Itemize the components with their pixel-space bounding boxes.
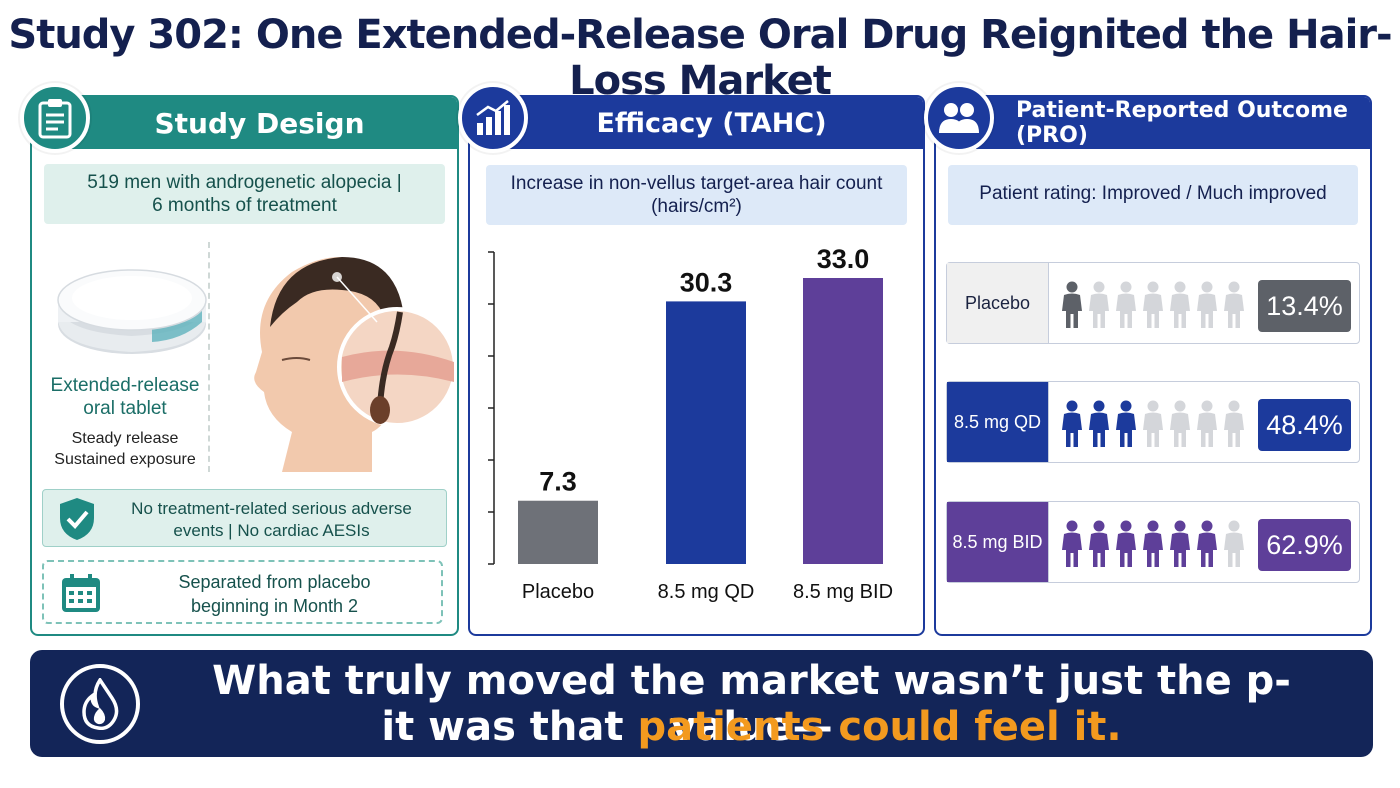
pro-percentage: 13.4% [1258, 280, 1351, 332]
pro-panel: Patient-Reported Outcome (PRO) Patient r… [924, 83, 1372, 636]
tablet-label-line2: oral tablet [83, 398, 167, 419]
efficacy-heading: Efficacy (TAHC) [500, 97, 923, 149]
efficacy-subtitle-line1: Increase in non-vellus target-area hair … [510, 173, 883, 194]
clipboard-icon [20, 83, 90, 153]
person-icon [1170, 400, 1190, 447]
study-design-panel: Study Design 519 men with androgenetic a… [20, 83, 459, 636]
person-icon [1116, 281, 1136, 328]
bar-value-label: 7.3 [539, 467, 577, 497]
divider [208, 242, 210, 472]
bar-2 [803, 278, 883, 564]
efficacy-bar-chart: 7.3 Placebo 30.3 8.5 mg QD 33.0 8.5 mg BID [488, 244, 893, 603]
safety-line1: No treatment-related serious adverse [131, 499, 412, 518]
person-icon [1116, 520, 1136, 567]
efficacy-subtitle-line2: (hairs/cm²) [651, 196, 742, 217]
efficacy-subtitle: Increase in non-vellus target-area hair … [486, 165, 907, 225]
population-box: 519 men with androgenetic alopecia | 6 m… [44, 164, 445, 224]
pictogram [1061, 281, 1245, 329]
person-icon [1116, 400, 1136, 447]
person-icon [1143, 400, 1163, 447]
conclusion-banner: What truly moved the market wasn’t just … [30, 650, 1373, 757]
separation-line1: Separated from placebo [178, 572, 371, 592]
banner-highlight: patients could feel it [637, 704, 1107, 750]
person-icon [1143, 281, 1163, 328]
people-icon [924, 83, 994, 153]
bar-value-label: 30.3 [680, 267, 733, 297]
pro-subtitle: Patient rating: Improved / Much improved [948, 165, 1358, 225]
banner-line2: it was that patients could feel it. [160, 704, 1343, 750]
calendar-icon [62, 574, 100, 612]
bar-1 [666, 301, 746, 564]
population-line1: 519 men with androgenetic alopecia | [87, 172, 402, 193]
person-icon [1224, 400, 1244, 447]
efficacy-panel: Efficacy (TAHC) Increase in non-vellus t… [458, 83, 925, 636]
banner-line2-prefix: it was that [381, 704, 638, 750]
pro-row: 8.5 mg BID 62.9% [946, 501, 1360, 583]
separation-line2: beginning in Month 2 [190, 596, 359, 616]
person-icon [1224, 281, 1244, 328]
bar-value-label: 33.0 [817, 244, 870, 274]
head-follicle-illustration [254, 257, 454, 472]
category-label: 8.5 mg BID [793, 581, 893, 603]
shield-check-icon [60, 498, 94, 540]
pro-percentage: 48.4% [1258, 399, 1351, 451]
pictogram [1061, 520, 1245, 568]
person-icon [1170, 520, 1190, 567]
pro-row: Placebo 13.4% [946, 262, 1360, 344]
person-icon [1062, 400, 1082, 447]
flame-icon [60, 664, 140, 744]
page-title: Study 302: One Extended-Release Oral Dru… [8, 12, 1392, 104]
category-label: Placebo [522, 581, 594, 603]
study-design-heading: Study Design [62, 97, 457, 149]
pictogram [1061, 400, 1245, 448]
pro-row-label: 8.5 mg BID [947, 502, 1049, 582]
person-icon [1062, 281, 1082, 328]
pro-row-label: Placebo [947, 263, 1049, 343]
banner-line2-suffix: . [1106, 704, 1122, 750]
person-icon [1197, 281, 1217, 328]
pro-row-label: 8.5 mg QD [947, 382, 1049, 462]
banner-line1: What truly moved the market wasn’t just … [212, 658, 1291, 750]
person-icon [1197, 520, 1217, 567]
tablet-sub-line1: Steady release [71, 430, 179, 447]
person-icon [1089, 400, 1109, 447]
person-icon [1089, 281, 1109, 328]
tablet-description: Steady release Sustained exposure [40, 428, 210, 470]
tablet-sub-line2: Sustained exposure [54, 451, 196, 468]
safety-line2: events | No cardiac AESIs [173, 521, 370, 540]
safety-box: No treatment-related serious adverse eve… [42, 489, 447, 547]
population-line2: 6 months of treatment [152, 195, 337, 216]
person-icon [1089, 520, 1109, 567]
pro-percentage: 62.9% [1258, 519, 1351, 571]
bar-chart-growth-icon [458, 83, 528, 153]
separation-box: Separated from placebo beginning in Mont… [42, 560, 443, 624]
person-icon [1062, 520, 1082, 567]
person-icon [1170, 281, 1190, 328]
tablet-label-line1: Extended-release [50, 375, 200, 396]
category-label: 8.5 mg QD [658, 581, 755, 603]
person-icon [1197, 400, 1217, 447]
person-icon [1143, 520, 1163, 567]
person-icon [1224, 520, 1244, 567]
tablet-illustration [57, 269, 207, 354]
pro-heading: Patient-Reported Outcome (PRO) [976, 97, 1370, 149]
pro-row: 8.5 mg QD 48.4% [946, 381, 1360, 463]
tablet-label: Extended-release oral tablet [40, 374, 210, 420]
bar-0 [518, 500, 598, 564]
